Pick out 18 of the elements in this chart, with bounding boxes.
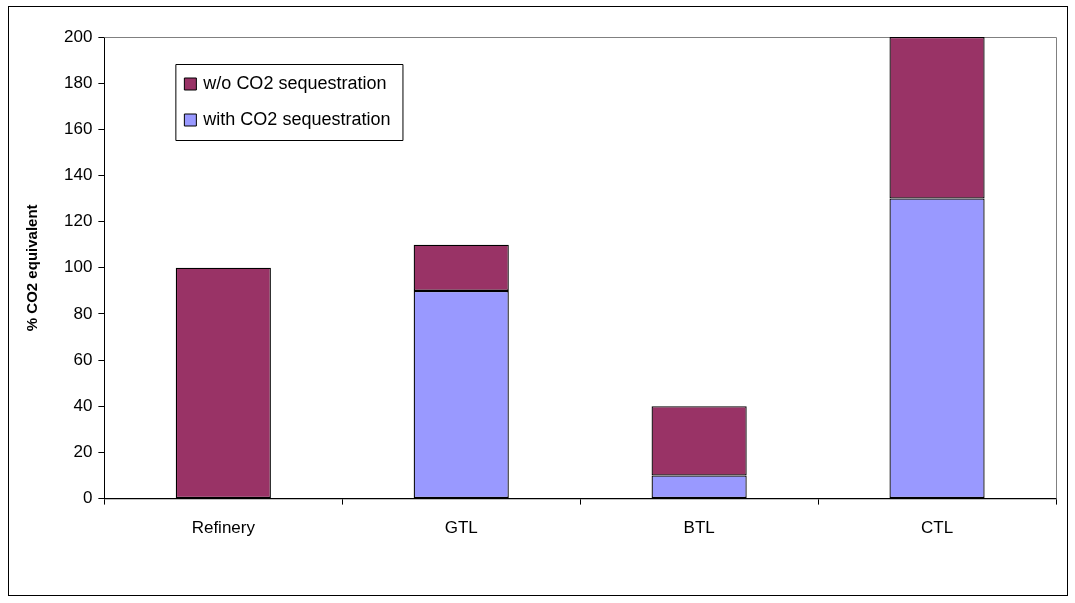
y-tick-label: 0	[82, 488, 93, 508]
y-axis-title: % CO2 equivalent	[23, 204, 41, 332]
legend-label: with CO2 sequestration	[202, 108, 391, 129]
x-tick-label: BTL	[683, 518, 715, 538]
y-tick-label: 80	[73, 303, 93, 323]
y-tick-label: 200	[63, 26, 93, 46]
y-tick-label: 20	[73, 442, 93, 462]
y-tick-label: 40	[73, 395, 93, 415]
y-tick-label: 180	[63, 72, 93, 92]
legend-label: w/o CO2 sequestration	[202, 72, 387, 93]
x-tick-label: CTL	[920, 518, 954, 538]
y-tick-label: 160	[63, 119, 93, 139]
x-tick-label: Refinery	[191, 518, 256, 538]
y-tick-label: 120	[63, 211, 93, 231]
y-tick-label: 100	[63, 257, 93, 277]
y-tick-label: 60	[73, 349, 93, 369]
x-tick-label: GTL	[444, 518, 478, 538]
y-tick-label: 140	[63, 165, 93, 185]
